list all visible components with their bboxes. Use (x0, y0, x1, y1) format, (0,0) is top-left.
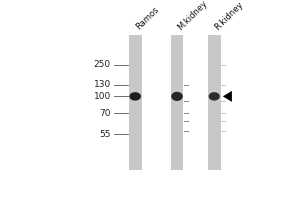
Polygon shape (224, 91, 232, 101)
Text: M.kidney: M.kidney (176, 0, 209, 32)
Bar (171, 35, 183, 170)
Text: 250: 250 (94, 60, 111, 69)
Text: 130: 130 (94, 80, 111, 89)
Ellipse shape (208, 92, 220, 101)
Ellipse shape (129, 92, 141, 101)
Text: 100: 100 (94, 92, 111, 101)
Text: 70: 70 (99, 109, 111, 118)
Text: Ramos: Ramos (134, 5, 160, 32)
Text: R.kidney: R.kidney (213, 0, 245, 32)
Ellipse shape (171, 92, 183, 101)
Bar (208, 35, 220, 170)
Text: 55: 55 (99, 130, 111, 139)
Bar (129, 35, 142, 170)
